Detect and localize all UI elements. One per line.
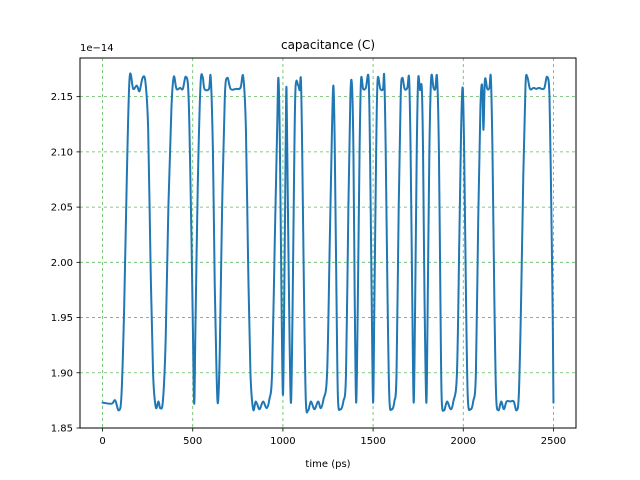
- y-offset-label: 1e−14: [80, 43, 114, 54]
- x-axis-ticks: 0 500 1000 1500 2000 2500: [99, 428, 566, 447]
- series-layer: [101, 72, 555, 414]
- y-tick-label: 1.85: [51, 424, 73, 435]
- y-tick-label: 2.15: [51, 92, 73, 103]
- x-axis-label: time (ps): [305, 459, 350, 470]
- chart-title: capacitance (C): [281, 38, 375, 52]
- y-tick-label: 2.00: [51, 258, 73, 269]
- y-tick-label: 1.90: [51, 368, 73, 379]
- y-tick-label: 1.95: [51, 313, 73, 324]
- x-tick-label: 500: [183, 436, 202, 447]
- x-tick-label: 1000: [270, 436, 295, 447]
- plot-frame: [79, 57, 577, 429]
- x-tick-label: 2000: [451, 436, 476, 447]
- x-tick-label: 2500: [541, 436, 566, 447]
- x-tick-label: 1500: [360, 436, 385, 447]
- x-tick-label: 0: [99, 436, 105, 447]
- y-tick-label: 2.10: [51, 147, 73, 158]
- y-axis-ticks: 1.85 1.90 1.95 2.00 2.05 2.10 2.15: [51, 92, 80, 435]
- capacitance-series-line: [101, 72, 555, 414]
- y-tick-label: 2.05: [51, 203, 73, 214]
